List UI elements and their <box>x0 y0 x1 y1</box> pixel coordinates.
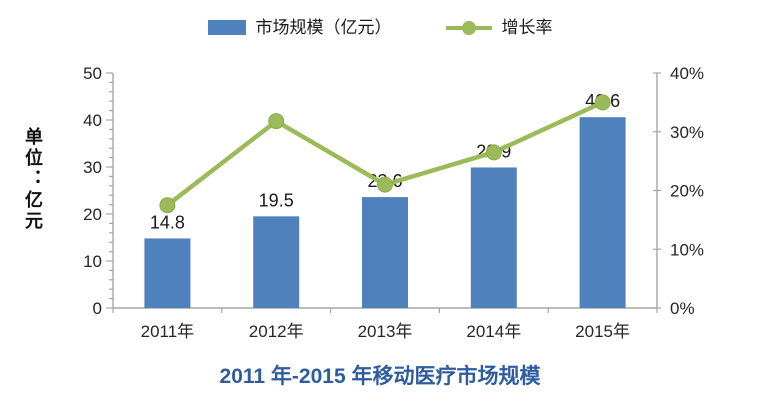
legend-line-dot <box>461 20 476 35</box>
right-axis-tick-label: 0% <box>670 299 695 318</box>
right-axis-tick-label: 30% <box>670 123 704 142</box>
left-axis-tick-label: 50 <box>83 64 102 83</box>
chart-legend: 市场规模（亿元） 增长率 <box>0 19 760 36</box>
legend-bar-swatch <box>207 20 246 35</box>
bar-data-label: 14.8 <box>150 212 185 232</box>
right-axis-tick-label: 10% <box>670 240 704 259</box>
left-axis-tick-label: 10 <box>83 252 102 271</box>
right-axis-tick-label: 20% <box>670 182 704 201</box>
legend-bar-label: 市场规模（亿元） <box>255 18 392 37</box>
x-axis-category-label: 2011年 <box>141 322 195 341</box>
bar-2012年 <box>253 216 300 308</box>
bar-2014年 <box>470 167 517 308</box>
growth-rate-marker-2012年 <box>268 113 285 130</box>
legend-line-label: 增长率 <box>501 18 553 37</box>
legend-line-marker-icon <box>445 20 492 36</box>
plot-area: 0 10 20 30 40 50 0% 10% 20% 30% 40% 2011年 2012年 2013年… <box>83 64 704 341</box>
left-axis-title: 单位：亿元 <box>23 127 43 232</box>
x-axis-category-label: 2014年 <box>466 322 521 341</box>
growth-rate-marker-2013年 <box>377 176 393 193</box>
growth-rate-marker-2011年 <box>159 197 176 214</box>
bar-2013年 <box>362 197 408 308</box>
bar-data-label: 19.5 <box>259 190 294 210</box>
left-axis-tick-label: 30 <box>83 158 102 177</box>
growth-rate-marker-2015年 <box>594 94 611 111</box>
left-axis-tick-label: 0 <box>93 299 102 318</box>
bar-2015年 <box>579 117 626 309</box>
bar-2011年 <box>144 238 191 308</box>
growth-rate-marker-2014年 <box>485 144 502 161</box>
x-axis-category-label: 2012年 <box>249 322 304 341</box>
left-axis-tick-label: 40 <box>83 111 102 130</box>
x-axis-category-label: 2015年 <box>575 322 630 341</box>
chart-title: 2011 年-2015 年移动医疗市场规模 <box>219 365 541 388</box>
right-axis-tick-label: 40% <box>670 64 704 83</box>
left-axis-tick-label: 20 <box>83 205 102 224</box>
x-axis-category-label: 2013年 <box>358 322 413 341</box>
